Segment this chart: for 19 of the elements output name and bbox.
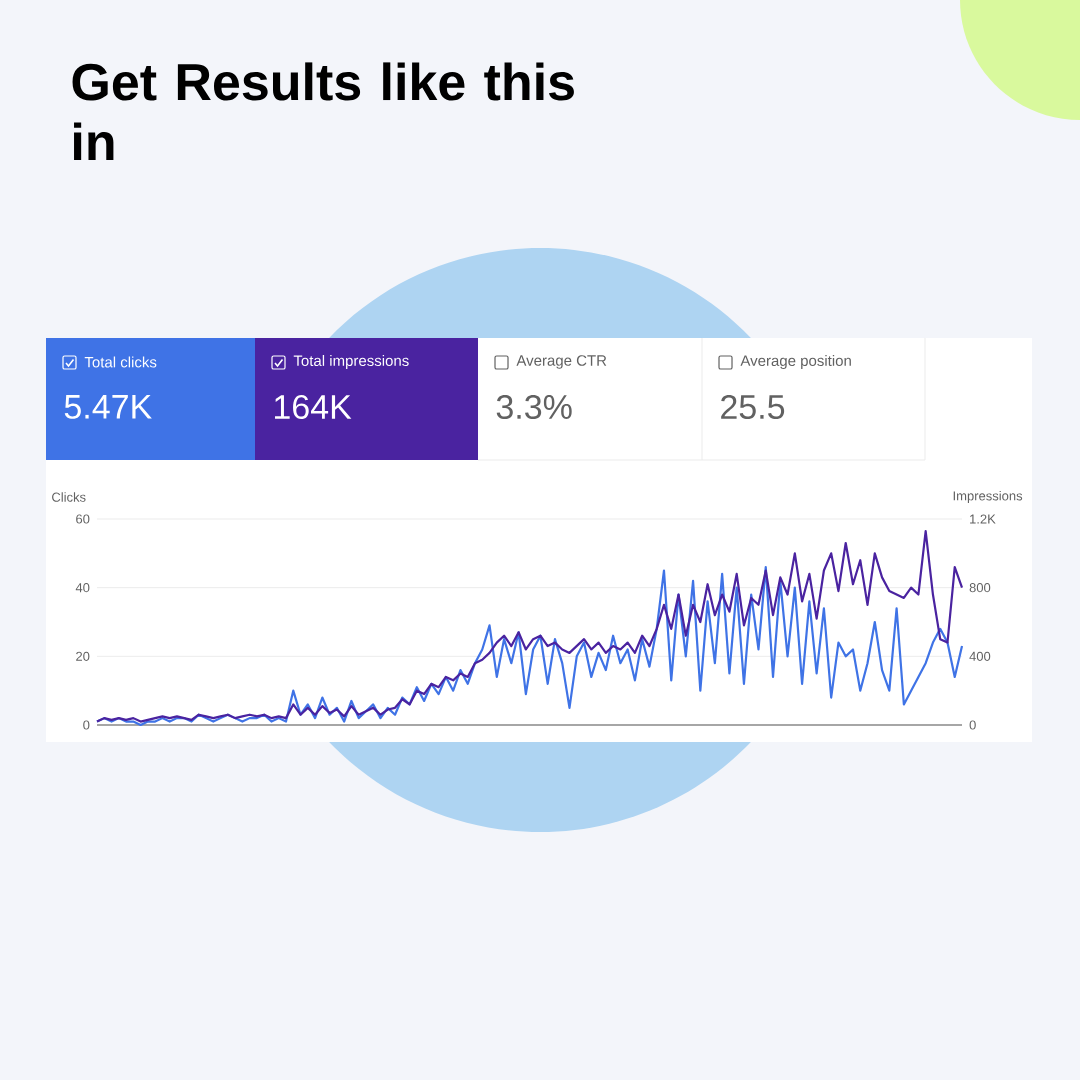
text: Total clicks	[84, 356, 157, 368]
text: Average CTR	[516, 355, 607, 369]
text: 3.3%	[496, 394, 572, 420]
y-tick-label: 40	[75, 583, 90, 593]
text: 5.47K	[64, 395, 152, 419]
y-axis-title: Clicks	[52, 492, 86, 502]
y2-tick-label: 400	[969, 651, 991, 661]
y2-tick-label: 0	[969, 720, 976, 730]
text: Average position	[740, 355, 851, 369]
y2-tick-label: 1.2K	[970, 514, 996, 524]
y-tick-label: 0	[83, 720, 90, 730]
y-tick-label: 20	[76, 651, 90, 661]
chart-title: Get Results like this in	[72, 62, 574, 161]
text: 164K	[275, 394, 352, 420]
y-tick-label: 60	[76, 514, 90, 524]
y2-tick-label: 800	[969, 583, 991, 593]
y2-axis-title: Impressions	[953, 490, 1023, 504]
text: 25.5	[721, 394, 785, 420]
text: Total impressions	[293, 355, 409, 369]
